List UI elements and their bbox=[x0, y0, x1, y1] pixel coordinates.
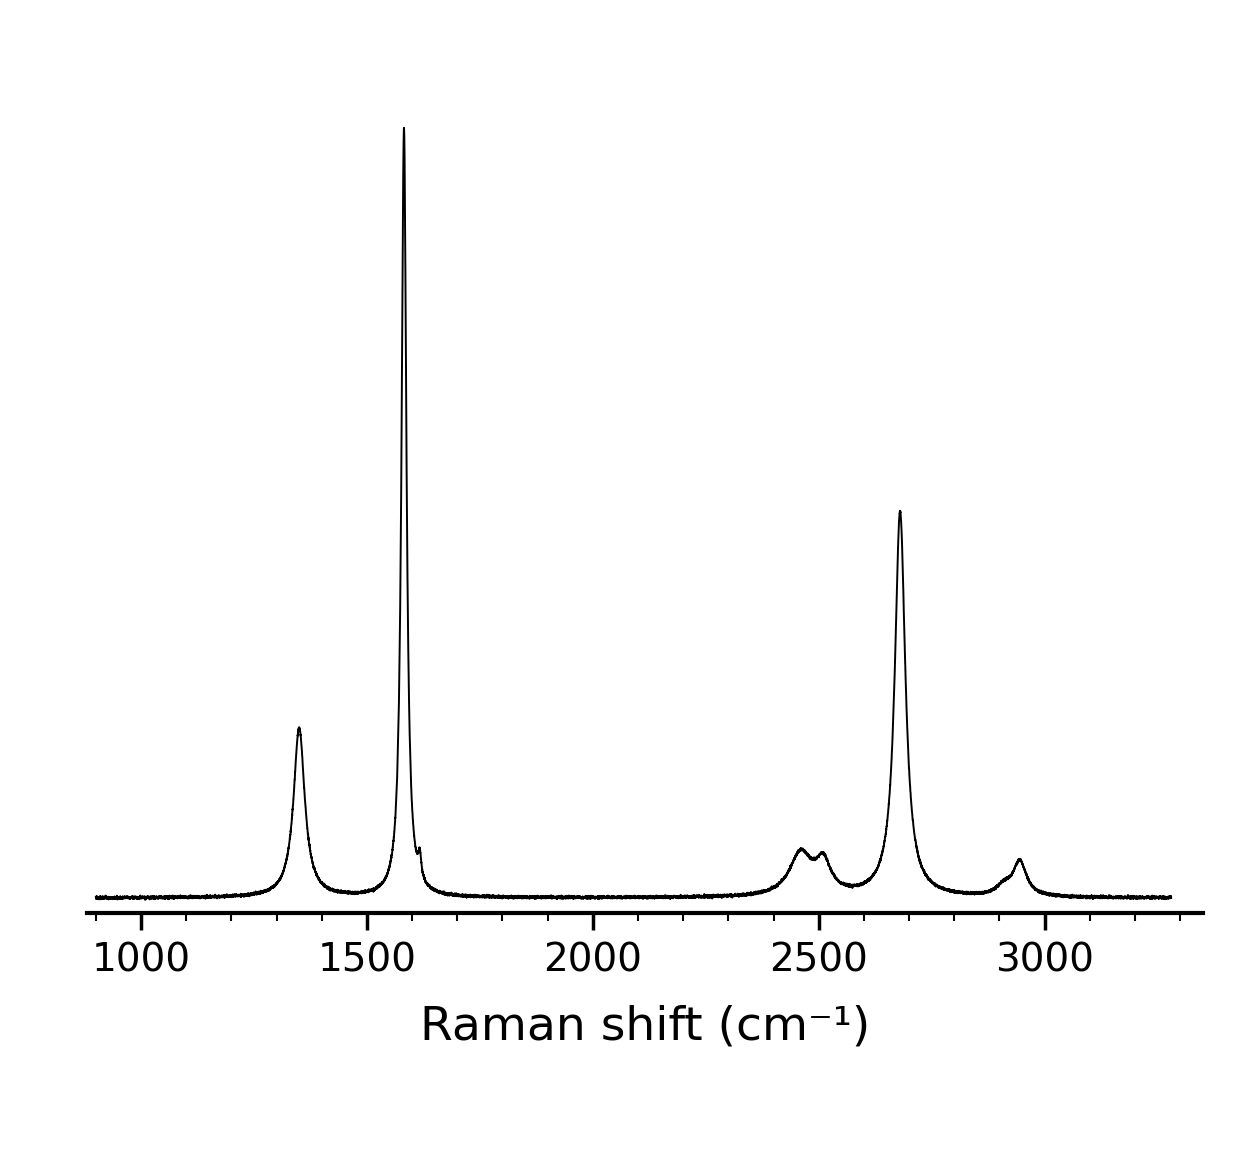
X-axis label: Raman shift (cm⁻¹): Raman shift (cm⁻¹) bbox=[419, 1004, 870, 1050]
